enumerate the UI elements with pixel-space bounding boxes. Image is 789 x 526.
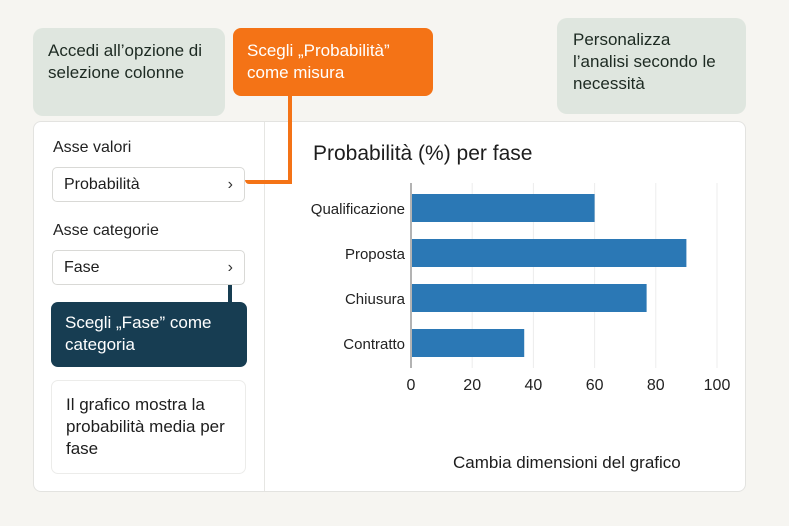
callout-customize: Personalizza l’analisi secondo le necess… bbox=[557, 18, 746, 114]
x-tick-label: 0 bbox=[407, 377, 416, 394]
x-tick-label: 20 bbox=[463, 377, 481, 394]
chart-title: Probabilità (%) per fase bbox=[313, 142, 533, 165]
value-axis-label: Asse valori bbox=[53, 139, 132, 156]
value-axis-value: Probabilità bbox=[64, 175, 140, 193]
bar-qualificazione bbox=[412, 194, 595, 222]
connector-line bbox=[288, 96, 292, 180]
bar-proposta bbox=[412, 239, 687, 267]
resize-chart-link[interactable]: Cambia dimensioni del grafico bbox=[453, 453, 681, 472]
info-note: Il grafico mostra la probabilità media p… bbox=[51, 380, 246, 474]
category-axis-value: Fase bbox=[64, 258, 100, 276]
x-tick-label: 80 bbox=[647, 377, 665, 394]
category-axis-label: Asse categorie bbox=[53, 222, 159, 239]
x-tick-label: 100 bbox=[704, 377, 731, 394]
connector-line bbox=[245, 180, 292, 184]
connector-line bbox=[228, 285, 232, 303]
callout-choose-category: Scegli „Fase” come categoria bbox=[51, 302, 247, 367]
bar-chiusura bbox=[412, 284, 647, 312]
chevron-right-icon: › bbox=[227, 175, 233, 193]
x-tick-label: 60 bbox=[586, 377, 604, 394]
category-label: Qualificazione bbox=[311, 201, 405, 218]
bar-contratto bbox=[412, 329, 525, 357]
chevron-right-icon: › bbox=[227, 258, 233, 276]
category-label: Contratto bbox=[343, 336, 405, 353]
category-axis-select[interactable]: Fase › bbox=[52, 250, 245, 285]
callout-column-selection: Accedi all’opzione di selezione colonne bbox=[33, 28, 225, 116]
category-label: Proposta bbox=[345, 246, 406, 263]
x-tick-label: 40 bbox=[525, 377, 543, 394]
panel-divider bbox=[264, 122, 265, 491]
callout-choose-measure: Scegli „Probabilità” come misura bbox=[233, 28, 433, 96]
category-label: Chiusura bbox=[345, 291, 406, 308]
value-axis-select[interactable]: Probabilità › bbox=[52, 167, 245, 202]
bar-chart: QualificazionePropostaChiusuraContratto … bbox=[311, 183, 731, 394]
